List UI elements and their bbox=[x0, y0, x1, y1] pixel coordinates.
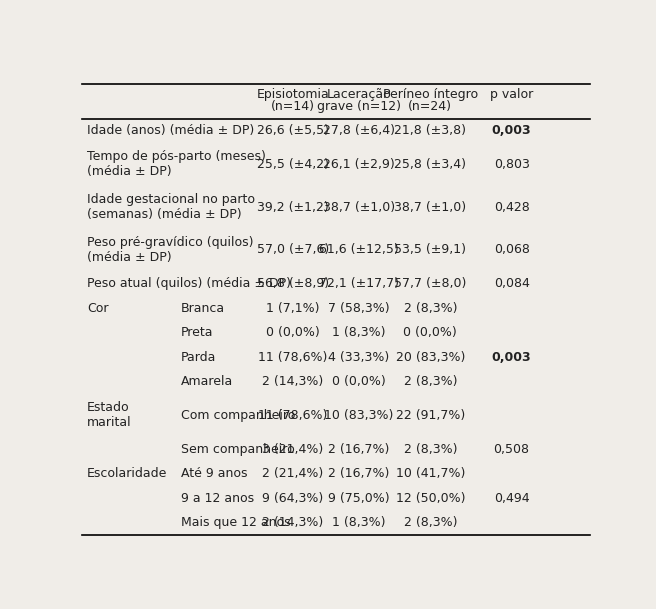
Text: Peso atual (quilos) (média ± DP): Peso atual (quilos) (média ± DP) bbox=[87, 277, 291, 290]
Text: Episiotomia: Episiotomia bbox=[256, 88, 329, 101]
Text: 1 (8,3%): 1 (8,3%) bbox=[333, 326, 386, 339]
Text: 0 (0,0%): 0 (0,0%) bbox=[266, 326, 320, 339]
Text: 61,6 (±12,5): 61,6 (±12,5) bbox=[319, 244, 399, 256]
Text: 0,084: 0,084 bbox=[494, 277, 529, 290]
Text: 10 (83,3%): 10 (83,3%) bbox=[324, 409, 394, 422]
Text: Peso pré-gravídico (quilos)
(média ± DP): Peso pré-gravídico (quilos) (média ± DP) bbox=[87, 236, 254, 264]
Text: 0,508: 0,508 bbox=[493, 443, 529, 456]
Text: 38,7 (±1,0): 38,7 (±1,0) bbox=[394, 201, 466, 214]
Text: Tempo de pós-parto (meses)
(média ± DP): Tempo de pós-parto (meses) (média ± DP) bbox=[87, 150, 266, 178]
Text: 9 (75,0%): 9 (75,0%) bbox=[328, 491, 390, 505]
Text: 0,003: 0,003 bbox=[492, 351, 531, 364]
Text: 38,7 (±1,0): 38,7 (±1,0) bbox=[323, 201, 395, 214]
Text: 9 a 12 anos: 9 a 12 anos bbox=[181, 491, 255, 505]
Text: 0,494: 0,494 bbox=[494, 491, 529, 505]
Text: Estado
marital: Estado marital bbox=[87, 401, 132, 429]
Text: 2 (8,3%): 2 (8,3%) bbox=[403, 516, 457, 529]
Text: Preta: Preta bbox=[181, 326, 214, 339]
Text: 56,8 (±8,9): 56,8 (±8,9) bbox=[257, 277, 329, 290]
Text: 72,1 (±17,7): 72,1 (±17,7) bbox=[319, 277, 399, 290]
Text: 9 (64,3%): 9 (64,3%) bbox=[262, 491, 323, 505]
Text: (n=14): (n=14) bbox=[271, 100, 315, 113]
Text: Idade gestacional no parto
(semanas) (média ± DP): Idade gestacional no parto (semanas) (mé… bbox=[87, 193, 255, 221]
Text: 57,7 (±8,0): 57,7 (±8,0) bbox=[394, 277, 466, 290]
Text: 0,428: 0,428 bbox=[494, 201, 529, 214]
Text: 11 (78,6%): 11 (78,6%) bbox=[258, 351, 328, 364]
Text: 57,0 (±7,6): 57,0 (±7,6) bbox=[257, 244, 329, 256]
Text: Com companheiro: Com companheiro bbox=[181, 409, 295, 422]
Text: 0,068: 0,068 bbox=[494, 244, 529, 256]
Text: p valor: p valor bbox=[490, 88, 533, 101]
Text: 26,6 (±5,5): 26,6 (±5,5) bbox=[257, 124, 329, 138]
Text: 20 (83,3%): 20 (83,3%) bbox=[396, 351, 465, 364]
Text: Escolaridade: Escolaridade bbox=[87, 467, 167, 480]
Text: 2 (16,7%): 2 (16,7%) bbox=[329, 443, 390, 456]
Text: Mais que 12 anos: Mais que 12 anos bbox=[181, 516, 291, 529]
Text: Laceração: Laceração bbox=[327, 88, 392, 101]
Text: 53,5 (±9,1): 53,5 (±9,1) bbox=[394, 244, 466, 256]
Text: 0,003: 0,003 bbox=[492, 124, 531, 138]
Text: 2 (21,4%): 2 (21,4%) bbox=[262, 467, 323, 480]
Text: 1 (8,3%): 1 (8,3%) bbox=[333, 516, 386, 529]
Text: 22 (91,7%): 22 (91,7%) bbox=[396, 409, 465, 422]
Text: grave (n=12): grave (n=12) bbox=[317, 100, 401, 113]
Text: 10 (41,7%): 10 (41,7%) bbox=[396, 467, 465, 480]
Text: (n=24): (n=24) bbox=[408, 100, 452, 113]
Text: 2 (16,7%): 2 (16,7%) bbox=[329, 467, 390, 480]
Text: Períneo íntegro: Períneo íntegro bbox=[382, 88, 478, 101]
Text: 26,1 (±2,9): 26,1 (±2,9) bbox=[323, 158, 395, 171]
Text: 21,8 (±3,8): 21,8 (±3,8) bbox=[394, 124, 466, 138]
Text: Parda: Parda bbox=[181, 351, 216, 364]
Text: 2 (8,3%): 2 (8,3%) bbox=[403, 301, 457, 315]
Text: 3 (21,4%): 3 (21,4%) bbox=[262, 443, 323, 456]
Text: 4 (33,3%): 4 (33,3%) bbox=[329, 351, 390, 364]
Text: 2 (8,3%): 2 (8,3%) bbox=[403, 375, 457, 389]
Text: 0,803: 0,803 bbox=[494, 158, 529, 171]
Text: 2 (8,3%): 2 (8,3%) bbox=[403, 443, 457, 456]
Text: Idade (anos) (média ± DP): Idade (anos) (média ± DP) bbox=[87, 124, 255, 138]
Text: 12 (50,0%): 12 (50,0%) bbox=[396, 491, 465, 505]
Text: 0 (0,0%): 0 (0,0%) bbox=[403, 326, 457, 339]
Text: 39,2 (±1,2): 39,2 (±1,2) bbox=[257, 201, 329, 214]
Text: Sem companheiro: Sem companheiro bbox=[181, 443, 295, 456]
Text: Branca: Branca bbox=[181, 301, 225, 315]
Text: 11 (78,6%): 11 (78,6%) bbox=[258, 409, 328, 422]
Text: 1 (7,1%): 1 (7,1%) bbox=[266, 301, 319, 315]
Text: 7 (58,3%): 7 (58,3%) bbox=[328, 301, 390, 315]
Text: 25,8 (±3,4): 25,8 (±3,4) bbox=[394, 158, 466, 171]
Text: Cor: Cor bbox=[87, 301, 109, 315]
Text: Amarela: Amarela bbox=[181, 375, 234, 389]
Text: 2 (14,3%): 2 (14,3%) bbox=[262, 516, 323, 529]
Text: Até 9 anos: Até 9 anos bbox=[181, 467, 247, 480]
Text: 27,8 (±6,4): 27,8 (±6,4) bbox=[323, 124, 395, 138]
Text: 0 (0,0%): 0 (0,0%) bbox=[332, 375, 386, 389]
Text: 2 (14,3%): 2 (14,3%) bbox=[262, 375, 323, 389]
Text: 25,5 (±4,2): 25,5 (±4,2) bbox=[257, 158, 329, 171]
